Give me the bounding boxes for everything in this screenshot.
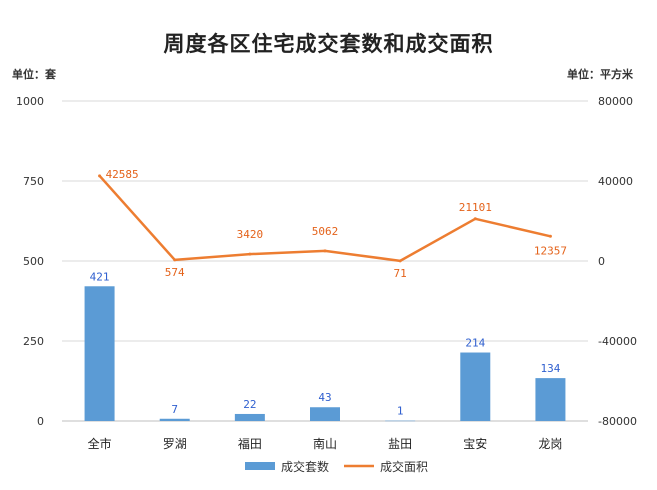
line-point bbox=[323, 249, 327, 253]
bar-value-label: 7 bbox=[171, 403, 178, 416]
category-label: 宝安 bbox=[463, 436, 487, 451]
bar-value-label: 43 bbox=[318, 391, 331, 404]
line-point bbox=[173, 258, 177, 262]
left-tick-label: 750 bbox=[23, 175, 44, 188]
right-tick-label: 0 bbox=[598, 255, 605, 268]
bar bbox=[234, 413, 265, 421]
line-point bbox=[98, 174, 102, 178]
line-value-label: 574 bbox=[165, 266, 185, 279]
area-line bbox=[98, 174, 551, 263]
left-axis-unit: 单位：套 bbox=[12, 68, 56, 81]
bar-value-label: 421 bbox=[90, 270, 110, 283]
line-point bbox=[248, 252, 252, 256]
legend-bar-swatch bbox=[245, 462, 275, 470]
bar-value-label: 22 bbox=[243, 398, 256, 411]
line-value-label: 3420 bbox=[237, 228, 264, 241]
bar-value-label: 134 bbox=[540, 362, 560, 375]
category-label: 盐田 bbox=[388, 437, 412, 451]
line-value-label: 42585 bbox=[106, 168, 139, 181]
chart-title: 周度各区住宅成交套数和成交面积 bbox=[163, 31, 494, 56]
line-value-label: 71 bbox=[394, 267, 407, 280]
bar bbox=[385, 420, 416, 422]
line-point bbox=[398, 259, 402, 263]
left-tick-label: 250 bbox=[23, 335, 44, 348]
legend-bar-label: 成交套数 bbox=[281, 459, 329, 474]
line-value-label: 5062 bbox=[312, 225, 339, 238]
left-tick-label: 0 bbox=[37, 415, 44, 428]
bar-value-label: 214 bbox=[465, 337, 485, 350]
category-label: 全市 bbox=[88, 436, 112, 451]
right-tick-label: 80000 bbox=[598, 95, 633, 108]
right-tick-label: 40000 bbox=[598, 175, 633, 188]
bar bbox=[84, 286, 115, 421]
category-label: 南山 bbox=[313, 436, 337, 451]
bar bbox=[159, 418, 190, 421]
bar bbox=[460, 352, 491, 421]
category-label: 龙岗 bbox=[538, 437, 562, 451]
category-label: 罗湖 bbox=[163, 436, 187, 451]
bar-value-label: 1 bbox=[397, 405, 404, 418]
category-label: 福田 bbox=[238, 436, 262, 451]
left-tick-label: 1000 bbox=[16, 95, 44, 108]
line-value-label: 12357 bbox=[534, 244, 567, 257]
right-tick-label: -80000 bbox=[598, 415, 637, 428]
line-value-label: 21101 bbox=[459, 201, 492, 214]
bar bbox=[535, 378, 566, 421]
line-point bbox=[473, 217, 477, 221]
bar bbox=[310, 407, 340, 421]
right-axis-unit: 单位：平方米 bbox=[567, 68, 633, 81]
right-tick-label: -40000 bbox=[598, 335, 637, 348]
left-tick-label: 500 bbox=[23, 255, 44, 268]
line-point bbox=[548, 234, 552, 238]
legend-line-label: 成交面积 bbox=[380, 459, 428, 474]
